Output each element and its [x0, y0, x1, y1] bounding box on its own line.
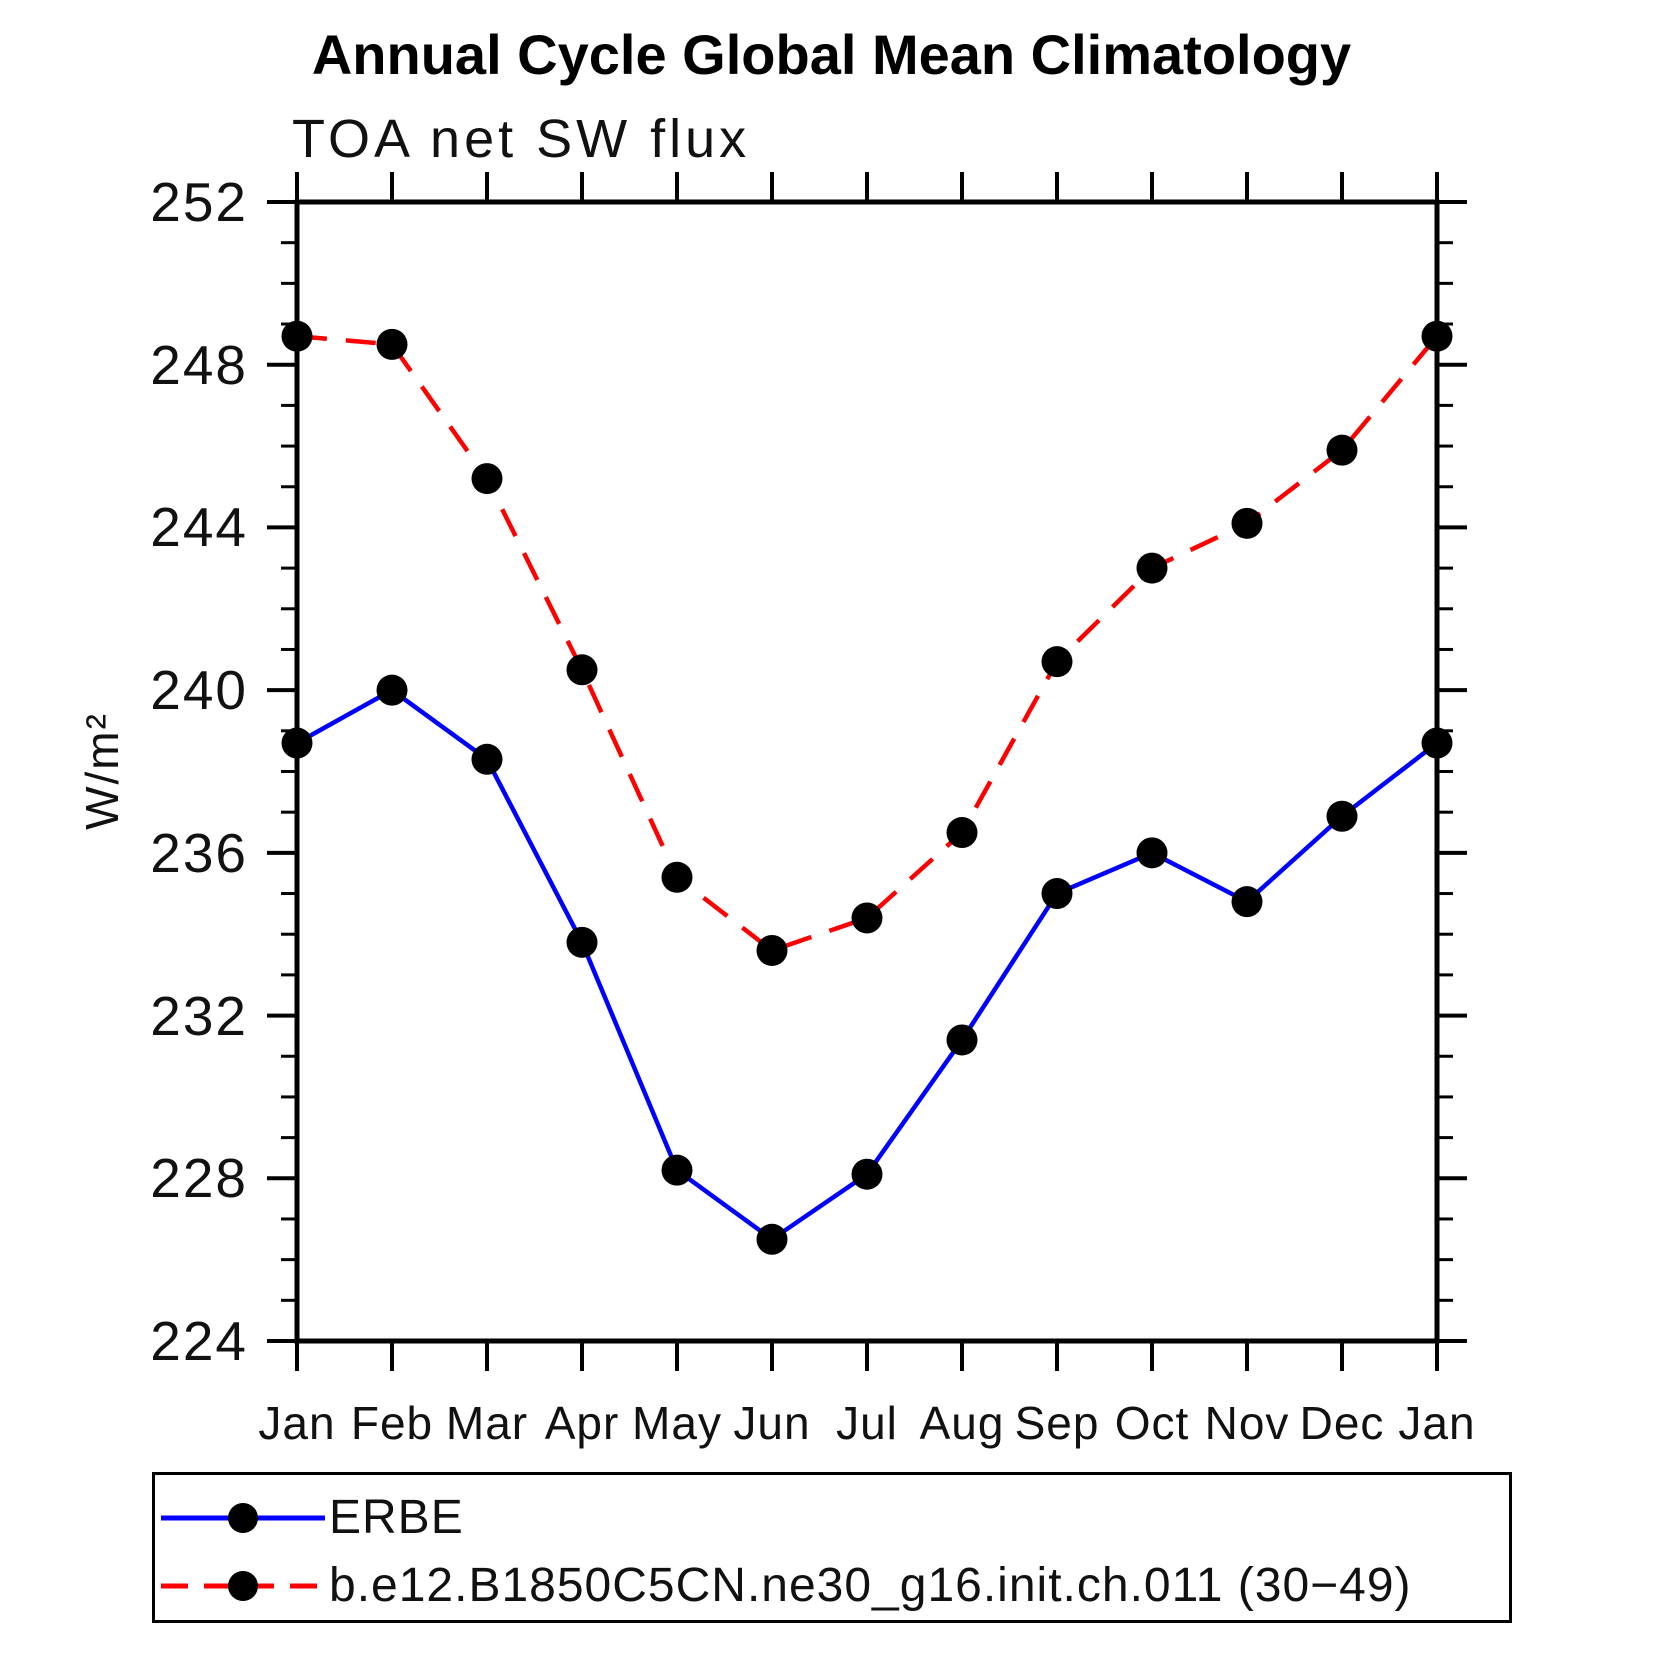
- legend-entry-erbe: ERBE: [155, 1485, 1509, 1551]
- x-tick-label-1: Feb: [350, 1397, 434, 1449]
- y-tick-label-240: 240: [150, 659, 248, 722]
- data-point-0-Apr: [566, 926, 598, 958]
- data-point-1-Nov: [1231, 507, 1263, 539]
- data-point-0-May: [661, 1154, 693, 1186]
- data-point-1-Mar: [471, 463, 503, 495]
- data-point-1-Jun: [756, 934, 788, 966]
- data-point-0-Jul: [851, 1158, 883, 1190]
- legend: ERBE b.e12.B1850C5CN.ne30_g16.init.ch.01…: [152, 1472, 1512, 1623]
- legend-label-erbe: ERBE: [329, 1491, 464, 1544]
- data-point-0-Jan: [281, 727, 313, 759]
- data-point-0-Jan: [1421, 727, 1453, 759]
- chart-subtitle: TOA net SW flux: [292, 109, 751, 169]
- data-point-0-Oct: [1136, 837, 1168, 869]
- x-tick-label-9: Oct: [1114, 1397, 1190, 1449]
- y-tick-label-236: 236: [150, 821, 248, 884]
- data-point-0-Mar: [471, 743, 503, 775]
- data-point-1-Jul: [851, 902, 883, 934]
- data-point-1-Oct: [1136, 552, 1168, 584]
- data-point-1-Jan: [281, 320, 313, 352]
- data-point-0-Sep: [1041, 878, 1073, 910]
- legend-sample-model: [161, 1571, 325, 1601]
- legend-marker-model: [228, 1571, 258, 1601]
- legend-sample-erbe: [161, 1503, 325, 1533]
- x-tick-label-5: Jun: [733, 1397, 811, 1449]
- y-tick-label-224: 224: [150, 1310, 248, 1372]
- data-point-0-Nov: [1231, 886, 1263, 918]
- legend-label-model: b.e12.B1850C5CN.ne30_g16.init.ch.011 (30…: [329, 1559, 1412, 1612]
- data-point-1-Apr: [566, 654, 598, 686]
- data-point-0-Jun: [756, 1223, 788, 1255]
- x-tick-label-10: Nov: [1204, 1397, 1290, 1449]
- x-tick-label-12: Jan: [1398, 1397, 1476, 1449]
- data-point-1-Jan: [1421, 320, 1453, 352]
- x-tick-label-6: Jul: [836, 1397, 898, 1449]
- series-line-1: [296, 333, 1439, 954]
- legend-entry-model: b.e12.B1850C5CN.ne30_g16.init.ch.011 (30…: [155, 1553, 1509, 1619]
- x-tick-label-2: Mar: [445, 1397, 529, 1449]
- y-tick-label-252: 252: [150, 171, 248, 233]
- x-tick-label-4: May: [632, 1397, 722, 1449]
- y-tick-label-248: 248: [150, 333, 248, 396]
- series-line-0: [295, 687, 1439, 1243]
- data-point-1-Feb: [376, 328, 408, 360]
- data-point-0-Feb: [376, 674, 408, 706]
- data-point-1-Sep: [1041, 646, 1073, 678]
- y-tick-label-244: 244: [150, 496, 248, 559]
- y-tick-label-232: 232: [150, 984, 248, 1047]
- data-point-1-Dec: [1326, 434, 1358, 466]
- data-point-0-Dec: [1326, 800, 1358, 832]
- data-point-1-Aug: [946, 817, 978, 849]
- x-tick-label-3: Apr: [544, 1397, 620, 1449]
- legend-marker-erbe: [228, 1503, 258, 1533]
- chart-title: Annual Cycle Global Mean Climatology: [311, 23, 1352, 86]
- x-tick-label-0: Jan: [258, 1397, 336, 1449]
- x-tick-label-7: Aug: [919, 1397, 1005, 1449]
- data-point-1-May: [661, 861, 693, 893]
- x-tick-label-11: Dec: [1299, 1397, 1385, 1449]
- x-tick-label-8: Sep: [1014, 1397, 1100, 1449]
- y-tick-label-228: 228: [150, 1147, 248, 1210]
- data-point-0-Aug: [946, 1024, 978, 1056]
